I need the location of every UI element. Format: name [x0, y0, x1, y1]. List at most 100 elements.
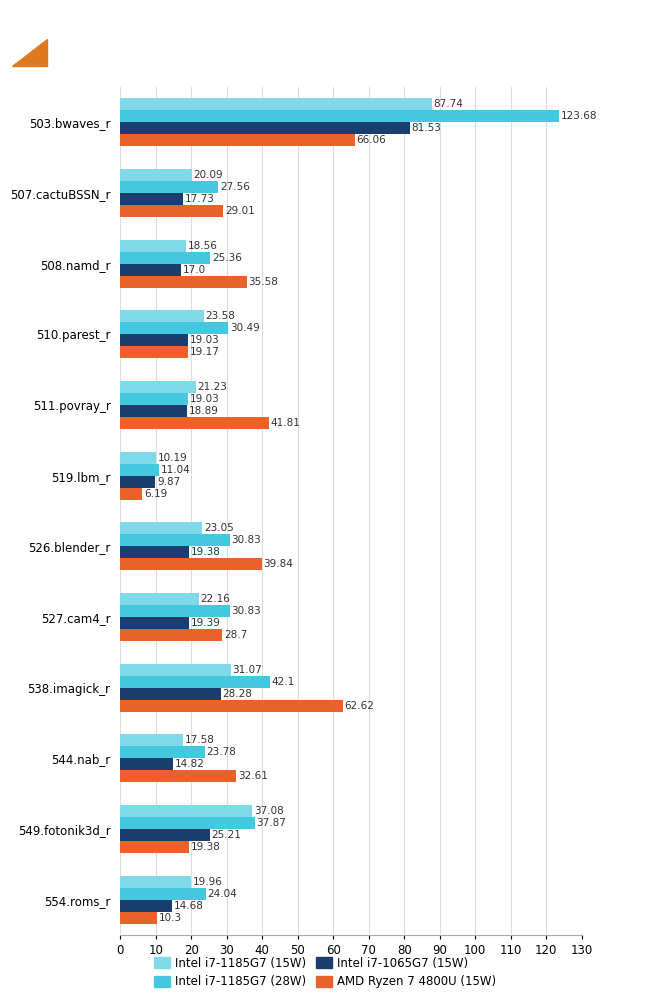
Bar — [120, 488, 142, 500]
Bar — [120, 322, 229, 334]
Bar — [120, 629, 222, 641]
Polygon shape — [12, 39, 47, 66]
Text: 9.87: 9.87 — [157, 477, 180, 487]
Bar — [120, 134, 355, 146]
Bar — [120, 593, 199, 605]
Text: 20.09: 20.09 — [193, 170, 223, 180]
Text: 23.78: 23.78 — [207, 747, 237, 757]
Bar — [120, 98, 432, 110]
Text: 37.87: 37.87 — [257, 818, 287, 828]
Text: 19.96: 19.96 — [193, 877, 223, 887]
Text: 19.38: 19.38 — [191, 842, 221, 852]
Text: 6.19: 6.19 — [144, 489, 167, 499]
Bar — [120, 122, 410, 134]
Text: 25.21: 25.21 — [211, 830, 241, 840]
Bar — [120, 817, 255, 829]
Bar — [120, 829, 210, 841]
Bar — [120, 405, 187, 417]
Bar — [120, 664, 231, 676]
Bar — [120, 617, 189, 629]
Bar — [120, 770, 236, 782]
Bar — [120, 888, 205, 900]
Text: 14.82: 14.82 — [175, 759, 205, 769]
Bar — [120, 310, 204, 322]
Text: SPECfp2017 Rate-N Estimated Scores: SPECfp2017 Rate-N Estimated Scores — [55, 16, 497, 36]
Text: 18.56: 18.56 — [188, 241, 218, 251]
Bar — [120, 734, 183, 746]
Text: 28.7: 28.7 — [224, 630, 247, 640]
Text: 30.49: 30.49 — [230, 323, 260, 333]
Text: 31.07: 31.07 — [232, 665, 262, 675]
Text: 23.05: 23.05 — [204, 523, 233, 533]
Bar — [120, 900, 172, 912]
Bar — [120, 381, 196, 393]
Bar — [120, 264, 181, 276]
Text: 30.83: 30.83 — [231, 606, 261, 616]
Text: 10.3: 10.3 — [159, 913, 182, 923]
Bar — [120, 476, 155, 488]
Text: 66.06: 66.06 — [357, 135, 386, 145]
Text: 87.74: 87.74 — [434, 99, 463, 109]
Bar — [120, 688, 220, 700]
Bar — [120, 169, 192, 181]
Text: 11.04: 11.04 — [161, 465, 191, 475]
Bar — [120, 676, 270, 688]
Text: 27.56: 27.56 — [220, 182, 250, 192]
Bar — [120, 417, 268, 429]
Bar — [120, 522, 202, 534]
Text: 22.16: 22.16 — [201, 594, 231, 604]
Bar — [120, 452, 157, 464]
Text: 28.28: 28.28 — [222, 689, 252, 699]
Bar — [120, 746, 205, 758]
Polygon shape — [5, 6, 47, 66]
Text: 25.36: 25.36 — [212, 253, 242, 263]
Bar — [120, 912, 157, 924]
Text: 14.68: 14.68 — [174, 901, 204, 911]
Bar — [120, 252, 211, 264]
Bar — [120, 346, 188, 358]
Bar — [120, 805, 252, 817]
Bar — [120, 181, 218, 193]
Bar — [120, 758, 173, 770]
Bar — [120, 193, 183, 205]
Bar — [120, 605, 229, 617]
Bar — [120, 534, 229, 546]
Bar — [120, 393, 188, 405]
Text: 10.19: 10.19 — [158, 453, 188, 463]
Bar — [120, 700, 343, 712]
Text: 123.68: 123.68 — [561, 111, 597, 121]
Bar — [120, 334, 188, 346]
Text: 42.1: 42.1 — [272, 677, 294, 687]
Text: 81.53: 81.53 — [411, 123, 441, 133]
Text: 23.58: 23.58 — [206, 311, 235, 321]
Legend: Intel i7-1185G7 (15W), Intel i7-1185G7 (28W), Intel i7-1065G7 (15W), AMD Ryzen 7: Intel i7-1185G7 (15W), Intel i7-1185G7 (… — [150, 952, 500, 993]
Text: 37.08: 37.08 — [254, 806, 283, 816]
Text: 17.73: 17.73 — [185, 194, 215, 204]
Bar — [120, 110, 559, 122]
Text: 24.04: 24.04 — [207, 889, 237, 899]
Text: 30.83: 30.83 — [231, 535, 261, 545]
Text: 18.89: 18.89 — [189, 406, 219, 416]
Text: 19.39: 19.39 — [191, 618, 221, 628]
Text: 19.17: 19.17 — [190, 347, 220, 357]
Text: 41.81: 41.81 — [270, 418, 300, 428]
Text: 29.01: 29.01 — [225, 206, 255, 216]
Bar — [120, 464, 159, 476]
Text: 17.58: 17.58 — [185, 735, 215, 745]
Bar — [120, 546, 189, 558]
Text: 21.23: 21.23 — [198, 382, 228, 392]
Text: 32.61: 32.61 — [238, 771, 268, 781]
Text: 19.38: 19.38 — [191, 547, 221, 557]
Bar — [120, 841, 189, 853]
Bar — [120, 240, 186, 252]
Text: 19.03: 19.03 — [190, 394, 219, 404]
Text: Score - Higher is Better: Score - Higher is Better — [60, 53, 216, 66]
Bar — [120, 276, 246, 288]
Text: 62.62: 62.62 — [344, 701, 374, 711]
Text: 17.0: 17.0 — [183, 265, 205, 275]
Text: 35.58: 35.58 — [248, 277, 278, 287]
Bar — [120, 876, 191, 888]
Text: 39.84: 39.84 — [263, 559, 293, 569]
Bar — [120, 205, 223, 217]
Bar — [120, 558, 262, 570]
